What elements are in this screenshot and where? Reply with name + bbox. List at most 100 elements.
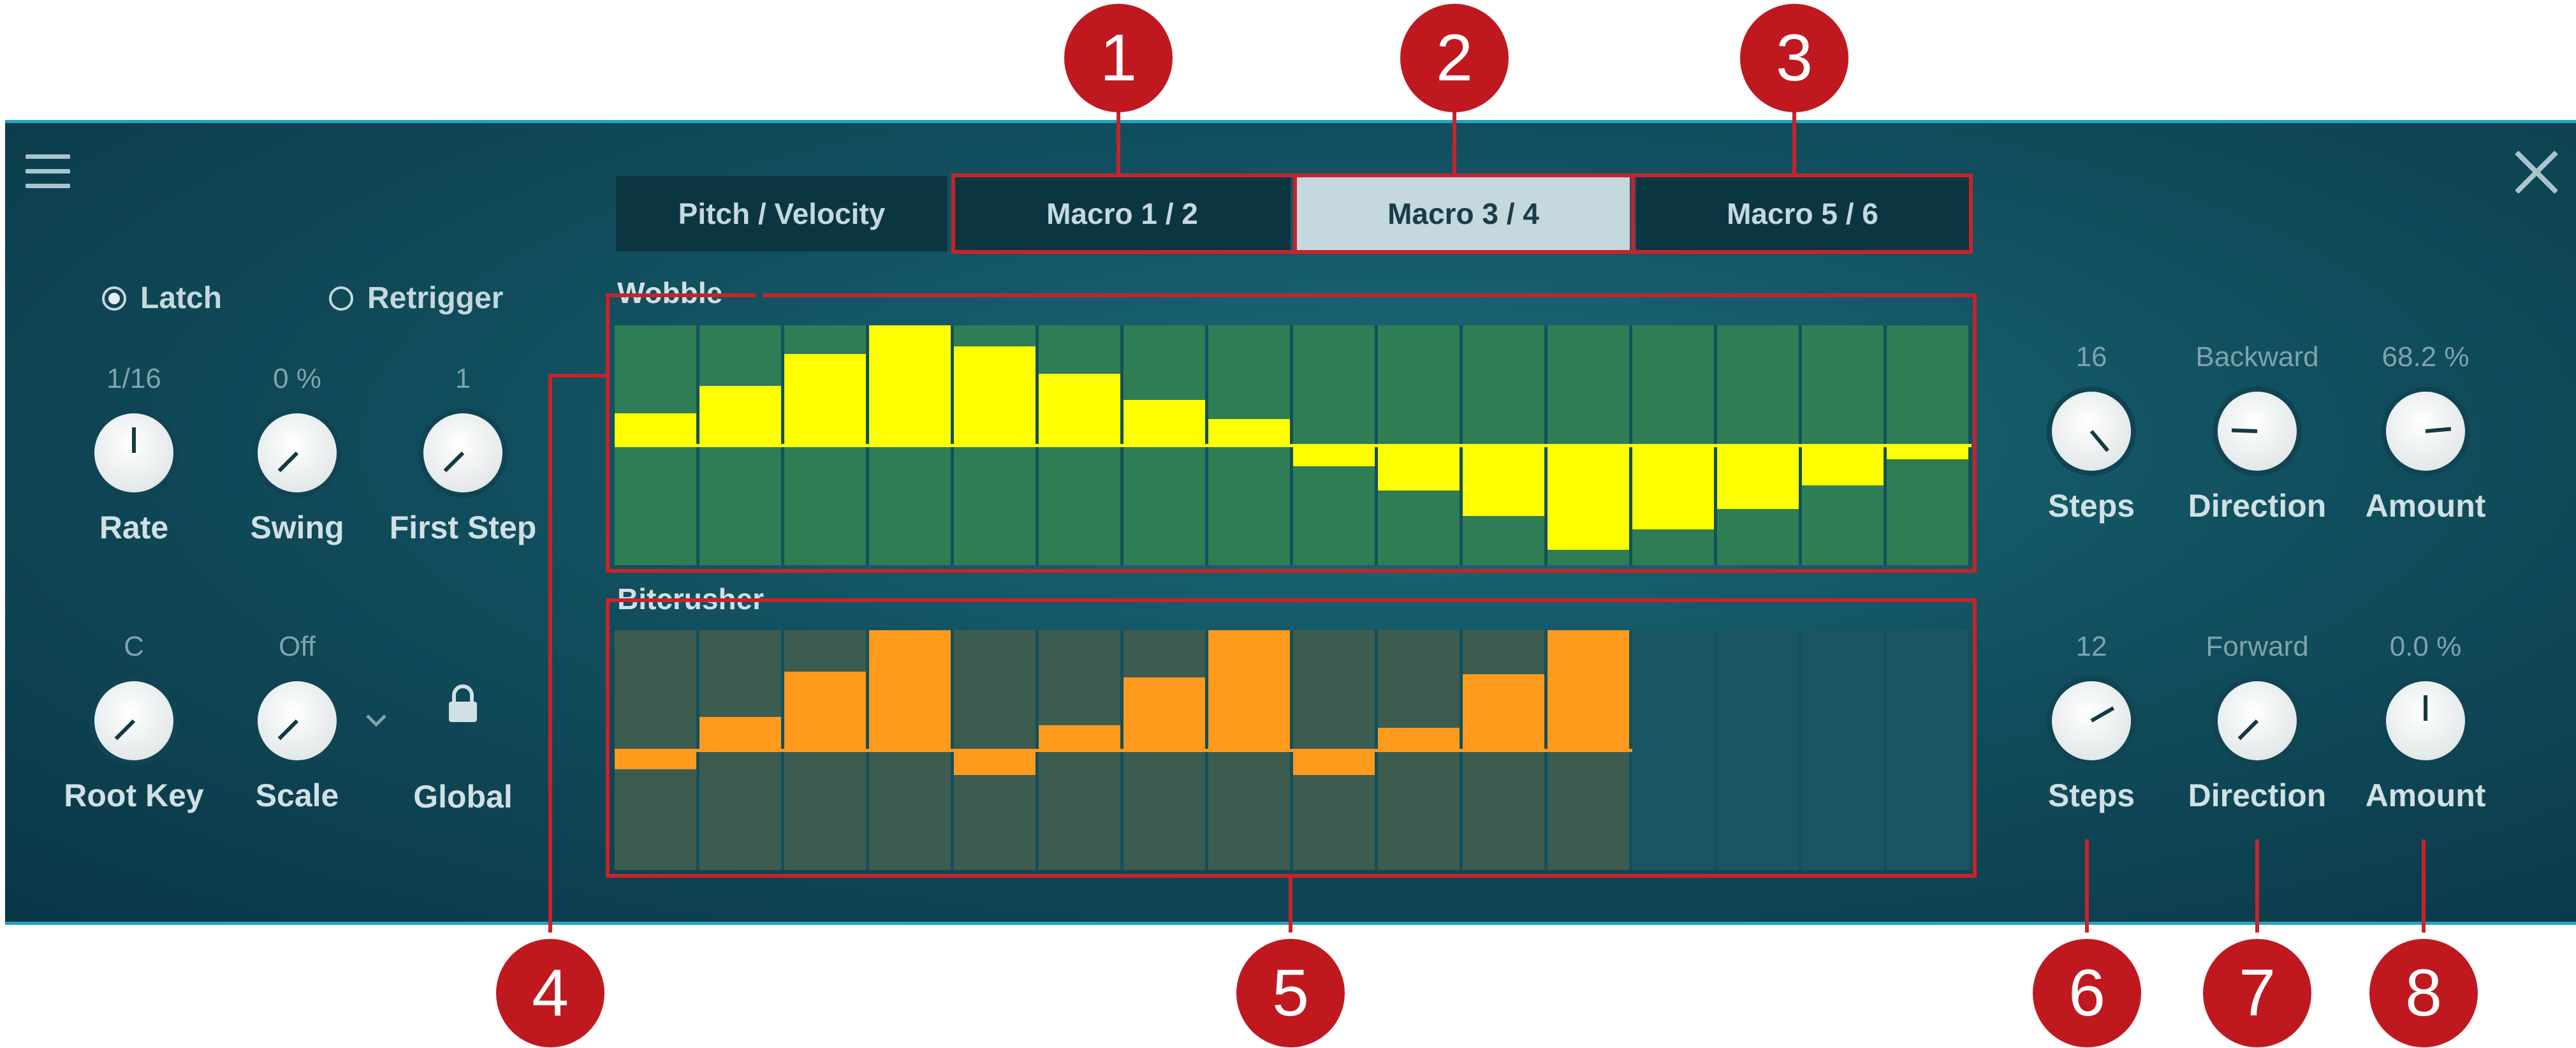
bitcrusher-title: Bitcrusher xyxy=(617,582,765,616)
wobble-amount-knob[interactable] xyxy=(2386,392,2465,471)
root-key-label: Root Key xyxy=(64,778,204,813)
bitcrusher-step-14[interactable] xyxy=(1717,630,1802,870)
bitcrusher-amount-knob[interactable] xyxy=(2386,681,2465,760)
menu-icon[interactable] xyxy=(26,154,70,190)
wobble-title: Wobble xyxy=(617,276,723,309)
latch-label: Latch xyxy=(140,281,223,315)
wobble-zero-line xyxy=(615,444,1972,447)
first-step-knob[interactable] xyxy=(423,413,502,492)
callout-2: 2 xyxy=(1400,4,1509,112)
swing-value: 0 % xyxy=(273,363,321,394)
bitcrusher-step-bar xyxy=(954,749,1036,775)
callout-8: 8 xyxy=(2369,939,2478,1047)
latch-radio[interactable]: Latch xyxy=(102,281,222,316)
wobble-step-bar xyxy=(1717,444,1799,510)
wobble-step-bar xyxy=(1293,444,1375,467)
swing-control: 0 % Swing xyxy=(214,361,380,546)
scale-label: Scale xyxy=(255,778,339,813)
wobble-direction-control: Backward Direction xyxy=(2174,339,2340,524)
lock-icon[interactable] xyxy=(445,684,481,725)
retrigger-label: Retrigger xyxy=(367,281,504,315)
bitcrusher-steps-label: Steps xyxy=(2047,778,2135,813)
bitcrusher-step-sequencer[interactable] xyxy=(615,630,1972,870)
bitcrusher-step-bar xyxy=(1293,749,1375,775)
bitcrusher-step-16[interactable] xyxy=(1887,630,1972,870)
bitcrusher-step-bar xyxy=(615,749,696,769)
swing-knob[interactable] xyxy=(258,413,337,492)
bitcrusher-step-bar xyxy=(1548,630,1629,751)
root-key-knob[interactable] xyxy=(94,681,173,760)
bitcrusher-direction-value: Forward xyxy=(2206,631,2309,662)
retrigger-radio[interactable]: Retrigger xyxy=(329,281,503,316)
bitcrusher-direction-control: Forward Direction xyxy=(2174,629,2340,814)
wobble-step-bar xyxy=(1632,444,1714,529)
bitcrusher-step-bar xyxy=(1208,630,1290,751)
bitcrusher-step-15[interactable] xyxy=(1802,630,1887,870)
first-step-label: First Step xyxy=(389,510,537,545)
rate-value: 1/16 xyxy=(106,363,161,394)
bitcrusher-zero-line xyxy=(615,749,1632,752)
bitcrusher-steps-knob[interactable] xyxy=(2052,681,2131,760)
wobble-step-bar xyxy=(1378,444,1460,491)
bitcrusher-step-bar xyxy=(869,630,951,751)
scale-knob[interactable] xyxy=(258,681,337,760)
wobble-steps-control: 16 Steps xyxy=(2009,339,2174,524)
swing-label: Swing xyxy=(250,510,344,545)
first-step-control: 1 First Step xyxy=(380,361,546,546)
first-step-value: 1 xyxy=(455,363,471,394)
wobble-direction-label: Direction xyxy=(2188,488,2327,524)
wobble-step-bar xyxy=(784,353,866,447)
chevron-down-icon[interactable] xyxy=(363,712,389,730)
bitcrusher-amount-control: 0.0 % Amount xyxy=(2343,629,2508,814)
retrigger-radio-dot xyxy=(329,286,353,311)
bitcrusher-steps-value: 12 xyxy=(2075,631,2107,662)
wobble-steps-knob[interactable] xyxy=(2052,392,2131,471)
latch-radio-dot xyxy=(102,286,126,311)
root-key-control: C Root Key xyxy=(51,629,217,814)
close-icon[interactable] xyxy=(2512,148,2561,196)
callout-7: 7 xyxy=(2203,939,2311,1047)
callout-3: 3 xyxy=(1740,4,1848,112)
bitcrusher-amount-label: Amount xyxy=(2365,778,2486,813)
tab-pitch-velocity[interactable]: Pitch / Velocity xyxy=(616,176,948,251)
tab-macro-1-2[interactable]: Macro 1 / 2 xyxy=(954,176,1291,251)
wobble-step-bar xyxy=(699,385,781,447)
callout-5: 5 xyxy=(1236,939,1345,1047)
tab-macro-5-6[interactable]: Macro 5 / 6 xyxy=(1636,176,1969,251)
callout-4: 4 xyxy=(496,939,604,1047)
wobble-step-bar xyxy=(615,413,696,447)
rate-label: Rate xyxy=(99,510,169,545)
wobble-steps-label: Steps xyxy=(2047,488,2135,524)
rate-knob[interactable] xyxy=(94,413,173,492)
bitcrusher-step-bar xyxy=(1039,725,1120,751)
bitcrusher-step-bar xyxy=(1463,674,1544,751)
wobble-step-bar xyxy=(1463,444,1544,517)
bitcrusher-step-13[interactable] xyxy=(1632,630,1717,870)
wobble-amount-value: 68.2 % xyxy=(2382,341,2470,373)
wobble-amount-control: 68.2 % Amount xyxy=(2343,339,2508,524)
bitcrusher-amount-value: 0.0 % xyxy=(2389,631,2462,662)
wobble-step-sequencer[interactable] xyxy=(615,325,1972,565)
root-key-value: C xyxy=(124,631,144,662)
callout-1: 1 xyxy=(1064,4,1173,112)
callout-6: 6 xyxy=(2033,939,2141,1047)
bitcrusher-steps-control: 12 Steps xyxy=(2009,629,2174,814)
wobble-step-bar xyxy=(1802,444,1884,486)
bitcrusher-direction-label: Direction xyxy=(2188,778,2327,813)
rate-control: 1/16 Rate xyxy=(51,361,217,546)
wobble-step-bar xyxy=(1548,444,1629,550)
bitcrusher-direction-knob[interactable] xyxy=(2218,681,2297,760)
bitcrusher-step-bar xyxy=(1378,727,1460,751)
global-control: Global xyxy=(380,629,546,815)
tab-macro-3-4[interactable]: Macro 3 / 4 xyxy=(1297,176,1630,251)
scale-value: Off xyxy=(279,631,316,662)
wobble-step-bar xyxy=(1123,400,1205,447)
wobble-direction-value: Backward xyxy=(2195,341,2319,373)
bitcrusher-step-bar xyxy=(784,672,866,751)
wobble-step-bar xyxy=(869,325,951,447)
global-label: Global xyxy=(413,779,513,815)
wobble-step-bar xyxy=(1039,374,1120,447)
bitcrusher-step-bar xyxy=(1123,677,1205,751)
wobble-direction-knob[interactable] xyxy=(2218,392,2297,471)
wobble-step-bar xyxy=(954,346,1036,447)
